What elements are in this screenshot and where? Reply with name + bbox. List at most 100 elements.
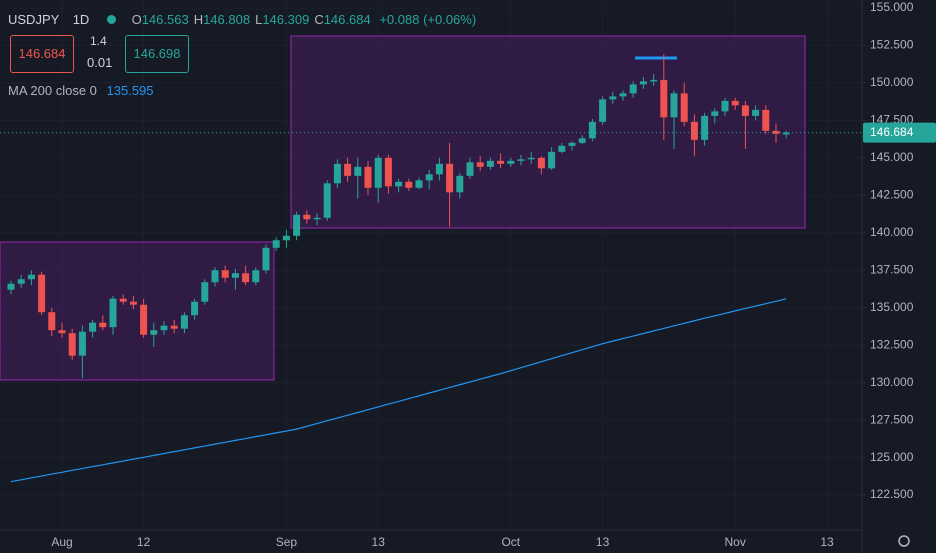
buy-button[interactable]: 146.698 xyxy=(125,35,189,73)
candle-body xyxy=(527,157,535,160)
candle-body xyxy=(476,162,484,167)
candle-body xyxy=(27,274,35,280)
candle-body xyxy=(354,166,362,176)
range-box xyxy=(290,35,806,229)
y-tick-label: 142.500 xyxy=(870,187,914,201)
x-tick-label: Sep xyxy=(276,535,298,549)
x-tick-label: Aug xyxy=(51,535,72,549)
candle-body xyxy=(191,301,199,316)
candle-body xyxy=(548,151,556,169)
candle-body xyxy=(701,115,709,140)
x-tick-label: 13 xyxy=(596,535,610,549)
y-tick-label: 155.000 xyxy=(870,0,914,14)
candle-body xyxy=(313,217,321,220)
candle-body xyxy=(752,109,760,116)
candle-body xyxy=(721,100,729,112)
candle-body xyxy=(762,109,770,131)
candle-body xyxy=(425,174,433,181)
x-tick-label: Nov xyxy=(725,535,746,549)
candle-body xyxy=(517,159,525,161)
candle-body xyxy=(89,322,97,332)
symbol[interactable]: USDJPY xyxy=(8,12,60,27)
ohlc-label: H xyxy=(193,12,204,27)
ohlc-value: 146.808 xyxy=(203,12,251,27)
sell-button[interactable]: 146.684 xyxy=(10,35,74,73)
candle-body xyxy=(140,304,148,335)
x-tick-label: Oct xyxy=(501,535,520,549)
candle-body xyxy=(160,325,168,331)
candle-body xyxy=(466,162,474,176)
ma-line xyxy=(10,298,787,483)
candle-body xyxy=(201,282,209,302)
ohlc: O146.563 H146.808 L146.309 C146.684 xyxy=(132,12,376,27)
candle-body xyxy=(629,84,637,94)
ohlc-value: 146.563 xyxy=(141,12,189,27)
candle-body xyxy=(303,214,311,220)
candle-body xyxy=(568,142,576,146)
market-status xyxy=(106,15,116,24)
candle-body xyxy=(38,274,46,313)
candle-body xyxy=(405,181,413,188)
candle-body xyxy=(272,240,280,248)
candle-body xyxy=(435,163,443,175)
candle-body xyxy=(333,163,341,184)
settings-icon[interactable] xyxy=(898,535,910,547)
candle-body xyxy=(293,214,301,236)
ohlc-value: 146.684 xyxy=(323,12,371,27)
candle-body xyxy=(741,105,749,116)
x-tick-label: 13 xyxy=(372,535,386,549)
candle-body xyxy=(497,160,505,164)
candle-body xyxy=(211,270,219,283)
last-price-tag xyxy=(863,122,936,143)
candle-body xyxy=(119,298,127,302)
candle-body xyxy=(650,79,658,82)
y-tick-label: 122.500 xyxy=(870,487,914,501)
candle-body xyxy=(537,157,545,169)
candle-body xyxy=(221,270,229,278)
candle-body xyxy=(7,283,15,290)
y-tick-label: 127.500 xyxy=(870,412,914,426)
ohlc-label: L xyxy=(255,12,263,27)
candle-body xyxy=(446,163,454,193)
candle-body xyxy=(782,132,790,135)
candle-body xyxy=(609,96,617,100)
interval[interactable]: 1D xyxy=(72,12,90,27)
ohlc-value: 146.309 xyxy=(262,12,310,27)
ohlc-label: C xyxy=(314,12,324,27)
candle-body xyxy=(150,330,158,335)
y-tick-label: 125.000 xyxy=(870,450,914,464)
lot-size[interactable]: 0.01 xyxy=(87,55,113,70)
last-price-label: 146.684 xyxy=(870,125,914,139)
candle-body xyxy=(639,81,647,85)
candle-body xyxy=(231,273,239,278)
candle-body xyxy=(99,322,107,328)
candle-body xyxy=(180,315,188,329)
candle-body xyxy=(58,330,66,334)
x-tick-label: 13 xyxy=(820,535,834,549)
x-tick-label: 12 xyxy=(137,535,151,549)
range-box xyxy=(0,241,275,381)
candle-body xyxy=(323,183,331,218)
ohlc-label: O xyxy=(131,12,142,27)
candle-body xyxy=(578,138,586,143)
candle-body xyxy=(129,301,137,305)
candle-body xyxy=(415,180,423,188)
y-tick-label: 130.000 xyxy=(870,375,914,389)
candle-body xyxy=(170,325,178,329)
y-tick-label: 152.500 xyxy=(870,38,914,52)
candle-body xyxy=(17,279,25,284)
y-tick-label: 150.000 xyxy=(870,75,914,89)
candle-body xyxy=(619,93,627,97)
candle-body xyxy=(395,181,403,187)
candle-body xyxy=(262,247,270,271)
y-tick-label: 137.500 xyxy=(870,262,914,276)
candle-body xyxy=(78,331,86,356)
candle-body xyxy=(252,270,260,283)
y-tick-label: 140.000 xyxy=(870,225,914,239)
candle-body xyxy=(599,99,607,122)
candle-body xyxy=(242,273,250,283)
change: +0.088 (+0.06%) xyxy=(379,12,477,27)
